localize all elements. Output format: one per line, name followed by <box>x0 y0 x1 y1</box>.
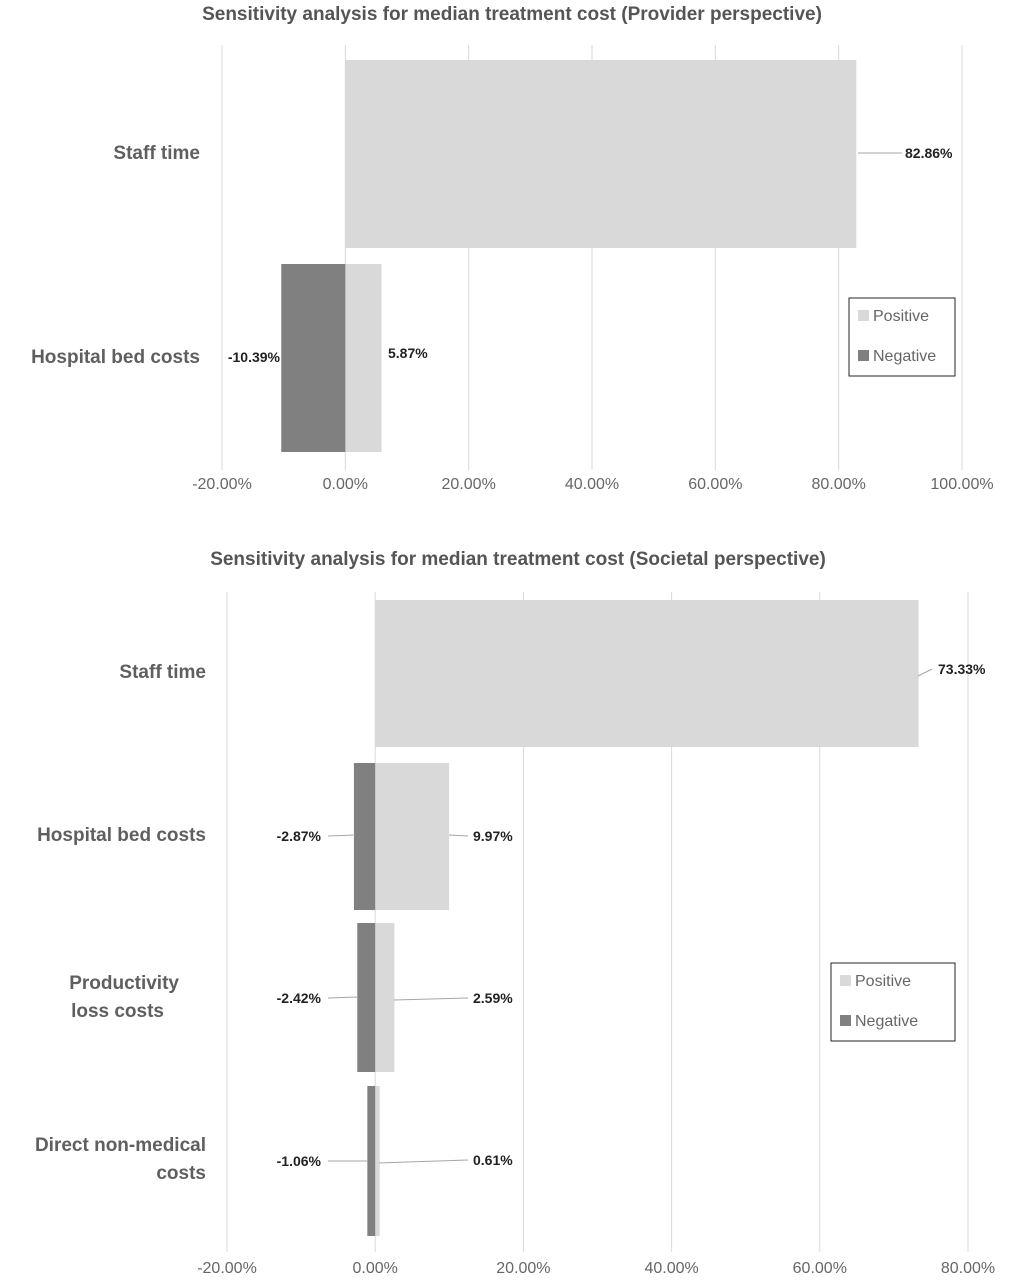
data-label-positive: 2.59% <box>473 990 513 1006</box>
category-label: Staff time <box>119 662 206 683</box>
data-label-positive: 9.97% <box>473 828 513 844</box>
category-label: Staff time <box>113 143 200 164</box>
bar-positive <box>375 1086 380 1236</box>
data-label-leader <box>327 834 356 837</box>
data-label-positive: 5.87% <box>388 345 428 361</box>
bar-positive <box>345 60 857 248</box>
data-label-leader <box>917 668 933 677</box>
data-label-positive: 73.33% <box>938 661 986 677</box>
x-tick-label: 80.00% <box>941 1260 995 1277</box>
legend: Positive Negative <box>830 962 956 1042</box>
societal-chart-title: Sensitivity analysis for median treatmen… <box>210 549 826 570</box>
provider-tornado-chart: Sensitivity analysis for median treatmen… <box>31 4 994 493</box>
data-label-positive: 0.61% <box>473 1152 513 1168</box>
x-tick-label: 20.00% <box>496 1260 550 1277</box>
bar-negative <box>367 1086 376 1236</box>
bar-negative <box>281 264 346 452</box>
societal-tornado-chart: Sensitivity analysis for median treatmen… <box>35 549 995 1277</box>
bar-negative <box>357 923 376 1072</box>
x-tick-label: -20.00% <box>197 1260 257 1277</box>
data-label-negative: -2.87% <box>277 828 322 844</box>
data-label-leader <box>393 997 469 1001</box>
x-tick-label: 60.00% <box>793 1260 847 1277</box>
data-label-leader <box>378 1159 469 1164</box>
x-tick-label: 80.00% <box>812 476 866 493</box>
x-tick-label: 100.00% <box>930 476 993 493</box>
data-label-positive: 82.86% <box>905 145 953 161</box>
bar-positive <box>375 923 395 1072</box>
category-label: Direct non-medical costs <box>35 1135 206 1184</box>
x-tick-label: 40.00% <box>565 476 619 493</box>
x-tick-label: 0.00% <box>323 476 368 493</box>
bar-negative <box>353 763 376 910</box>
legend-label-negative: Negative <box>873 348 936 365</box>
legend-label-positive: Positive <box>855 973 911 990</box>
category-label: Productivity loss costs <box>69 973 179 1022</box>
x-tick-label: 40.00% <box>644 1260 698 1277</box>
data-label-leader <box>327 996 359 999</box>
bar-positive <box>345 264 382 452</box>
data-label-negative: -2.42% <box>277 990 322 1006</box>
data-label-leader <box>448 834 469 837</box>
legend-label-negative: Negative <box>855 1013 918 1030</box>
x-tick-label: -20.00% <box>192 476 252 493</box>
category-label: Hospital bed costs <box>37 825 206 846</box>
legend-swatch-positive <box>858 310 869 321</box>
bar-positive <box>375 600 919 747</box>
provider-chart-title: Sensitivity analysis for median treatmen… <box>202 4 822 25</box>
x-tick-label: 60.00% <box>688 476 742 493</box>
x-tick-label: 0.00% <box>353 1260 398 1277</box>
x-tick-label: 20.00% <box>442 476 496 493</box>
legend-swatch-negative <box>840 1015 851 1026</box>
category-label: Hospital bed costs <box>31 347 200 368</box>
data-label-negative: -1.06% <box>277 1153 322 1169</box>
bar-positive <box>375 763 450 910</box>
legend-label-positive: Positive <box>873 308 929 325</box>
legend-swatch-negative <box>858 350 869 361</box>
legend-swatch-positive <box>840 975 851 986</box>
data-label-negative: -10.39% <box>228 349 281 365</box>
legend: Positive Negative <box>848 297 956 377</box>
